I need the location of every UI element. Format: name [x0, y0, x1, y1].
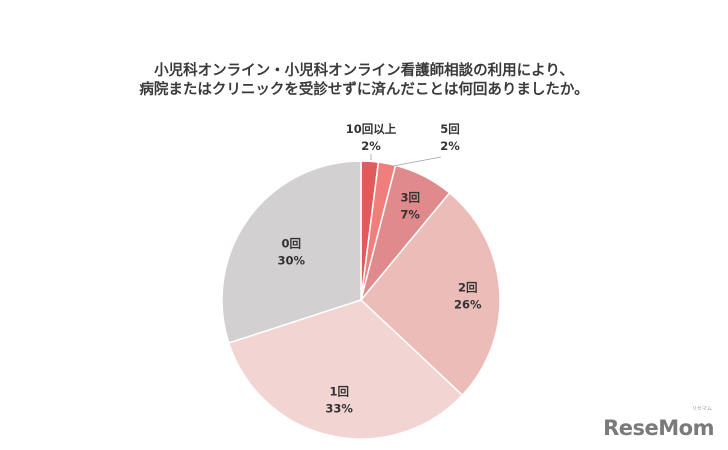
- slice-percent-label: 2%: [361, 139, 381, 153]
- leader-lines: [370, 154, 442, 167]
- pie-slice-4: [359, 191, 501, 397]
- slice-category-label: 5回: [440, 122, 460, 136]
- chart-title: 小児科オンライン・小児科オンライン看護師相談の利用により、 病院またはクリニック…: [0, 62, 728, 100]
- slice-percent-label: 2%: [440, 139, 460, 153]
- chart-title-line1: 小児科オンライン・小児科オンライン看護師相談の利用により、: [154, 63, 574, 79]
- slice-percent-label: 30%: [278, 253, 306, 267]
- pie-slice-6: [221, 160, 362, 344]
- pie-slices: [221, 160, 501, 440]
- slice-category-label: 10回以上: [346, 122, 397, 136]
- slice-percent-label: 33%: [325, 402, 353, 416]
- logo-subtext: リセマム: [691, 406, 712, 412]
- slice-labels: 10回以上 2% 5回 2% 3回 7% 2回 26% 1回 33% 0回 30%: [278, 122, 483, 416]
- resemom-logo: ReseMom: [603, 416, 714, 440]
- pie-slice-5: [227, 299, 464, 440]
- slice-percent-label: 7%: [400, 207, 420, 221]
- leader-line-2: [392, 156, 442, 167]
- slice-category-label: 3回: [400, 190, 420, 204]
- slice-category-label: 1回: [329, 385, 349, 399]
- slice-percent-label: 26%: [454, 297, 482, 311]
- chart-title-line2: 病院またはクリニックを受診せずに済んだことは何回ありましたか。: [139, 82, 589, 98]
- slice-category-label: 0回: [282, 236, 302, 250]
- slice-category-label: 2回: [458, 280, 478, 294]
